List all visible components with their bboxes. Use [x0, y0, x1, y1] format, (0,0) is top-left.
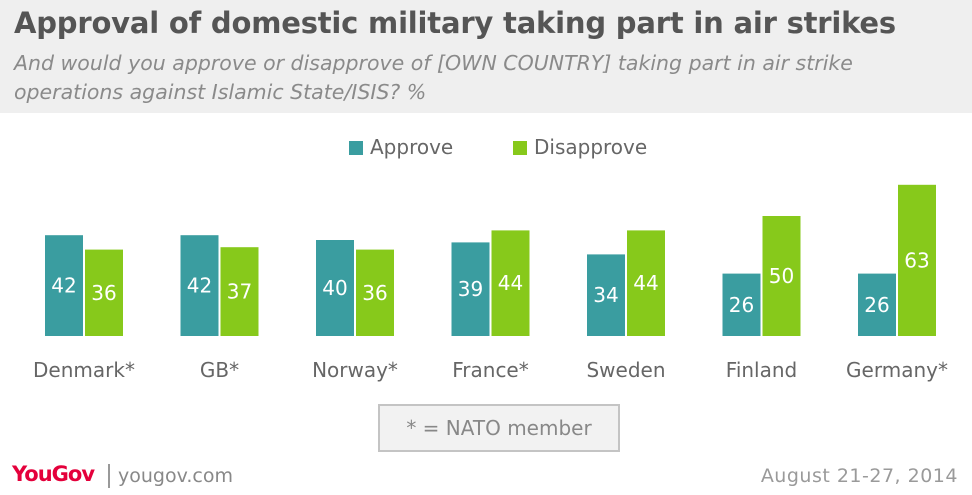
chart-subtitle: And would you approve or disapprove of […	[14, 51, 853, 104]
bar-approve-6	[858, 273, 896, 336]
bar-value-disapprove-4: 44	[633, 271, 658, 295]
bar-disapprove-0	[85, 249, 123, 336]
yougov-logo: YouGov	[12, 462, 95, 486]
bar-disapprove-6	[898, 184, 936, 336]
bar-value-approve-4: 34	[593, 283, 618, 307]
footer-site: yougov.com	[118, 465, 233, 487]
category-label-2: Norway*	[312, 358, 398, 382]
bar-disapprove-1	[220, 247, 259, 336]
bar-approve-4	[587, 254, 625, 336]
category-label-4: Sweden	[586, 358, 665, 382]
bar-approve-3	[451, 242, 490, 336]
bar-value-disapprove-1: 37	[227, 280, 252, 304]
bar-disapprove-5	[762, 216, 801, 336]
footer-date: August 21-27, 2014	[760, 465, 958, 487]
bar-value-disapprove-3: 44	[498, 271, 523, 295]
bar-value-approve-2: 40	[322, 276, 347, 300]
bar-disapprove-2	[356, 249, 394, 336]
bar-approve-5	[722, 273, 761, 336]
bar-value-approve-6: 26	[864, 293, 889, 317]
bar-approve-0	[45, 235, 83, 336]
bar-value-approve-1: 42	[187, 274, 212, 298]
header: Approval of domestic military taking par…	[0, 0, 972, 113]
chart-title: Approval of domestic military taking par…	[14, 6, 896, 40]
category-label-0: Denmark*	[33, 358, 135, 382]
footer-divider	[108, 464, 110, 488]
legend-label-approve: Approve	[370, 135, 454, 159]
bar-value-approve-0: 42	[51, 274, 76, 298]
bar-disapprove-3	[491, 230, 530, 336]
legend-label-disapprove: Disapprove	[534, 135, 648, 159]
bar-value-disapprove-2: 36	[362, 281, 387, 305]
category-label-5: Finland	[726, 358, 797, 382]
legend-swatch-approve	[349, 141, 363, 155]
category-label-1: GB*	[200, 358, 239, 382]
category-label-6: Germany*	[846, 358, 948, 382]
bar-approve-1	[180, 235, 219, 336]
bar-chart: 42 36 Denmark* 42 37 GB* 40 36 Norway* 39 44 France…	[33, 184, 948, 382]
nato-note: * = NATO member	[378, 404, 620, 452]
bar-value-disapprove-6: 63	[904, 248, 929, 272]
bar-disapprove-4	[627, 230, 665, 336]
bar-value-disapprove-0: 36	[91, 281, 116, 305]
bar-approve-2	[316, 240, 354, 336]
legend: Approve Disapprove	[0, 135, 972, 160]
legend-swatch-disapprove	[513, 141, 527, 155]
category-label-3: France*	[452, 358, 529, 382]
bar-value-disapprove-5: 50	[769, 264, 794, 288]
bar-value-approve-3: 39	[458, 277, 483, 301]
bar-value-approve-5: 26	[729, 293, 754, 317]
